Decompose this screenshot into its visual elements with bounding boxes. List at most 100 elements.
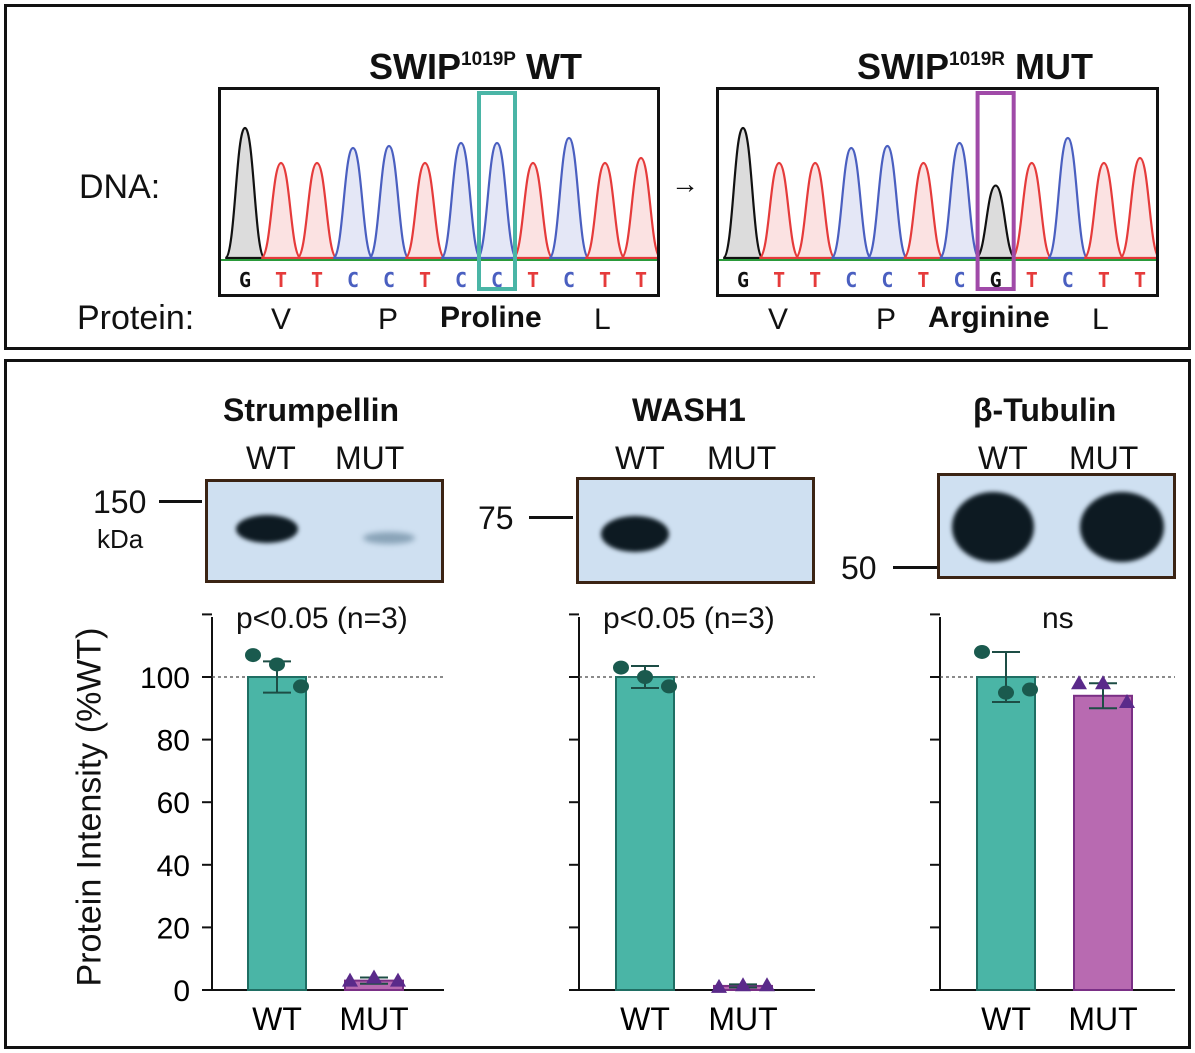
mut-aa-arginine: Arginine [928,301,1050,334]
marker-150: 150 [93,484,147,520]
mut-peak-8 [1010,161,1053,260]
chart3-bar-mut [1073,694,1133,991]
tubulin-lane-mut: MUT [1069,440,1139,476]
protein-label: Protein: [77,299,195,337]
chart2-point-mut-0 [711,978,727,993]
mut-highlight-box [975,91,1016,291]
ytick-label-100: 100 [140,662,190,695]
wt-peak-9 [548,136,590,260]
wt-peak-2 [296,161,338,260]
strumpellin-mut-band [363,532,415,544]
mut-base-2: T [809,268,821,292]
marker-75-tick [529,516,573,519]
ytick-label-20: 20 [157,912,190,945]
wt-peak-0 [224,126,266,260]
ytick-label-40: 40 [157,850,190,883]
marker-150-tick [159,500,202,503]
wash1-blot [576,477,815,584]
wt-peak-1 [260,161,302,260]
wt-peak-10 [584,161,626,260]
mut-base-6: C [954,268,966,292]
wash1-pvalue: p<0.05 (n=3) [603,602,775,635]
wt-base-3: C [347,268,359,292]
chart1-point-mut-0 [342,972,358,987]
strumpellin-pvalue: p<0.05 (n=3) [236,602,408,635]
wt-base-5: T [419,268,431,292]
strumpellin-lane-wt: WT [246,440,296,476]
chart3-point-mut-0 [1071,675,1087,690]
chart2-point-mut-1 [735,977,751,992]
tubulin-mut-band [1080,492,1164,562]
wt-base-0: G [239,268,251,292]
wt-peak-7 [476,141,518,260]
wt-peak-8 [512,161,554,260]
tubulin-title: β-Tubulin [973,392,1117,428]
wt-base-7: C [491,268,503,292]
wt-base-10: T [599,268,611,292]
western-panel: Protein Intensity (%WT) Strumpellin WASH… [4,359,1191,1049]
chart1-xlabel-mut: MUT [339,1001,408,1037]
chart1-xlabel-wt: WT [252,1001,302,1037]
chart3-point-wt-1 [998,685,1014,700]
wt-base-6: C [455,268,467,292]
chart3-point-wt-0 [974,644,990,659]
chart2-xlabel-mut: MUT [708,1001,777,1037]
mut-base-0: G [737,268,749,292]
mut-base-8: T [1026,268,1038,292]
arrow-icon: → [671,168,699,199]
wt-highlight-box [477,91,517,291]
wash1-title: WASH1 [632,392,746,428]
mut-base-9: C [1062,268,1074,292]
wash1-lane-wt: WT [615,440,665,476]
wt-base-9: C [563,268,575,292]
wash1-lane-mut: MUT [707,440,777,476]
strumpellin-title: Strumpellin [223,392,400,428]
chart3-bar-wt [976,676,1036,991]
mut-aa-p: P [876,303,897,336]
chart1-point-wt-0 [245,648,261,663]
chart1-point-wt-2 [293,679,309,694]
chart3-point-wt-2 [1022,682,1038,697]
dna-panel: DNA: Protein: SWIP1019P WT SWIP1019R MUT… [4,4,1191,350]
wt-peak-3 [332,146,374,260]
chart3-xlabel-wt: WT [981,1001,1031,1037]
marker-75: 75 [478,500,514,536]
dna-label: DNA: [79,168,161,206]
mut-peak-3 [830,146,873,260]
ytick-label-0: 0 [173,975,190,1008]
strumpellin-lane-mut: MUT [335,440,405,476]
wt-aa-v: V [271,303,292,336]
mut-peak-7 [975,184,1017,260]
marker-50-tick [893,566,937,569]
wt-base-2: T [311,268,323,292]
mut-peak-2 [794,161,837,260]
chart3-xlabel-mut: MUT [1068,1001,1137,1037]
mut-peak-4 [866,144,909,260]
mut-peak-9 [1046,136,1089,260]
wt-base-1: T [275,268,287,292]
wt-base-11: T [635,268,647,292]
mut-base-1: T [773,268,785,292]
chart2-point-wt-0 [613,660,629,675]
mut-base-7: G [990,268,1002,292]
ytick-label-60: 60 [157,787,190,820]
mut-chromatogram-title: SWIP1019R MUT [857,46,1093,87]
wash1-wt-band [601,516,669,552]
chart3-point-mut-1 [1095,675,1111,690]
mut-aa-l: L [1092,303,1109,336]
mut-base-3: C [845,268,857,292]
chart1-point-mut-1 [366,969,382,984]
mut-base-11: T [1134,268,1146,292]
tubulin-lane-wt: WT [978,440,1028,476]
mut-peak-1 [758,161,801,260]
chart1-bar-wt [247,676,307,991]
ytick-label-80: 80 [157,725,190,758]
wt-aa-l: L [594,303,611,336]
mut-peak-11 [1119,156,1156,260]
tubulin-wt-band [952,492,1034,562]
mut-peak-10 [1082,161,1125,260]
mut-peak-5 [902,161,945,260]
marker-50: 50 [841,550,877,586]
